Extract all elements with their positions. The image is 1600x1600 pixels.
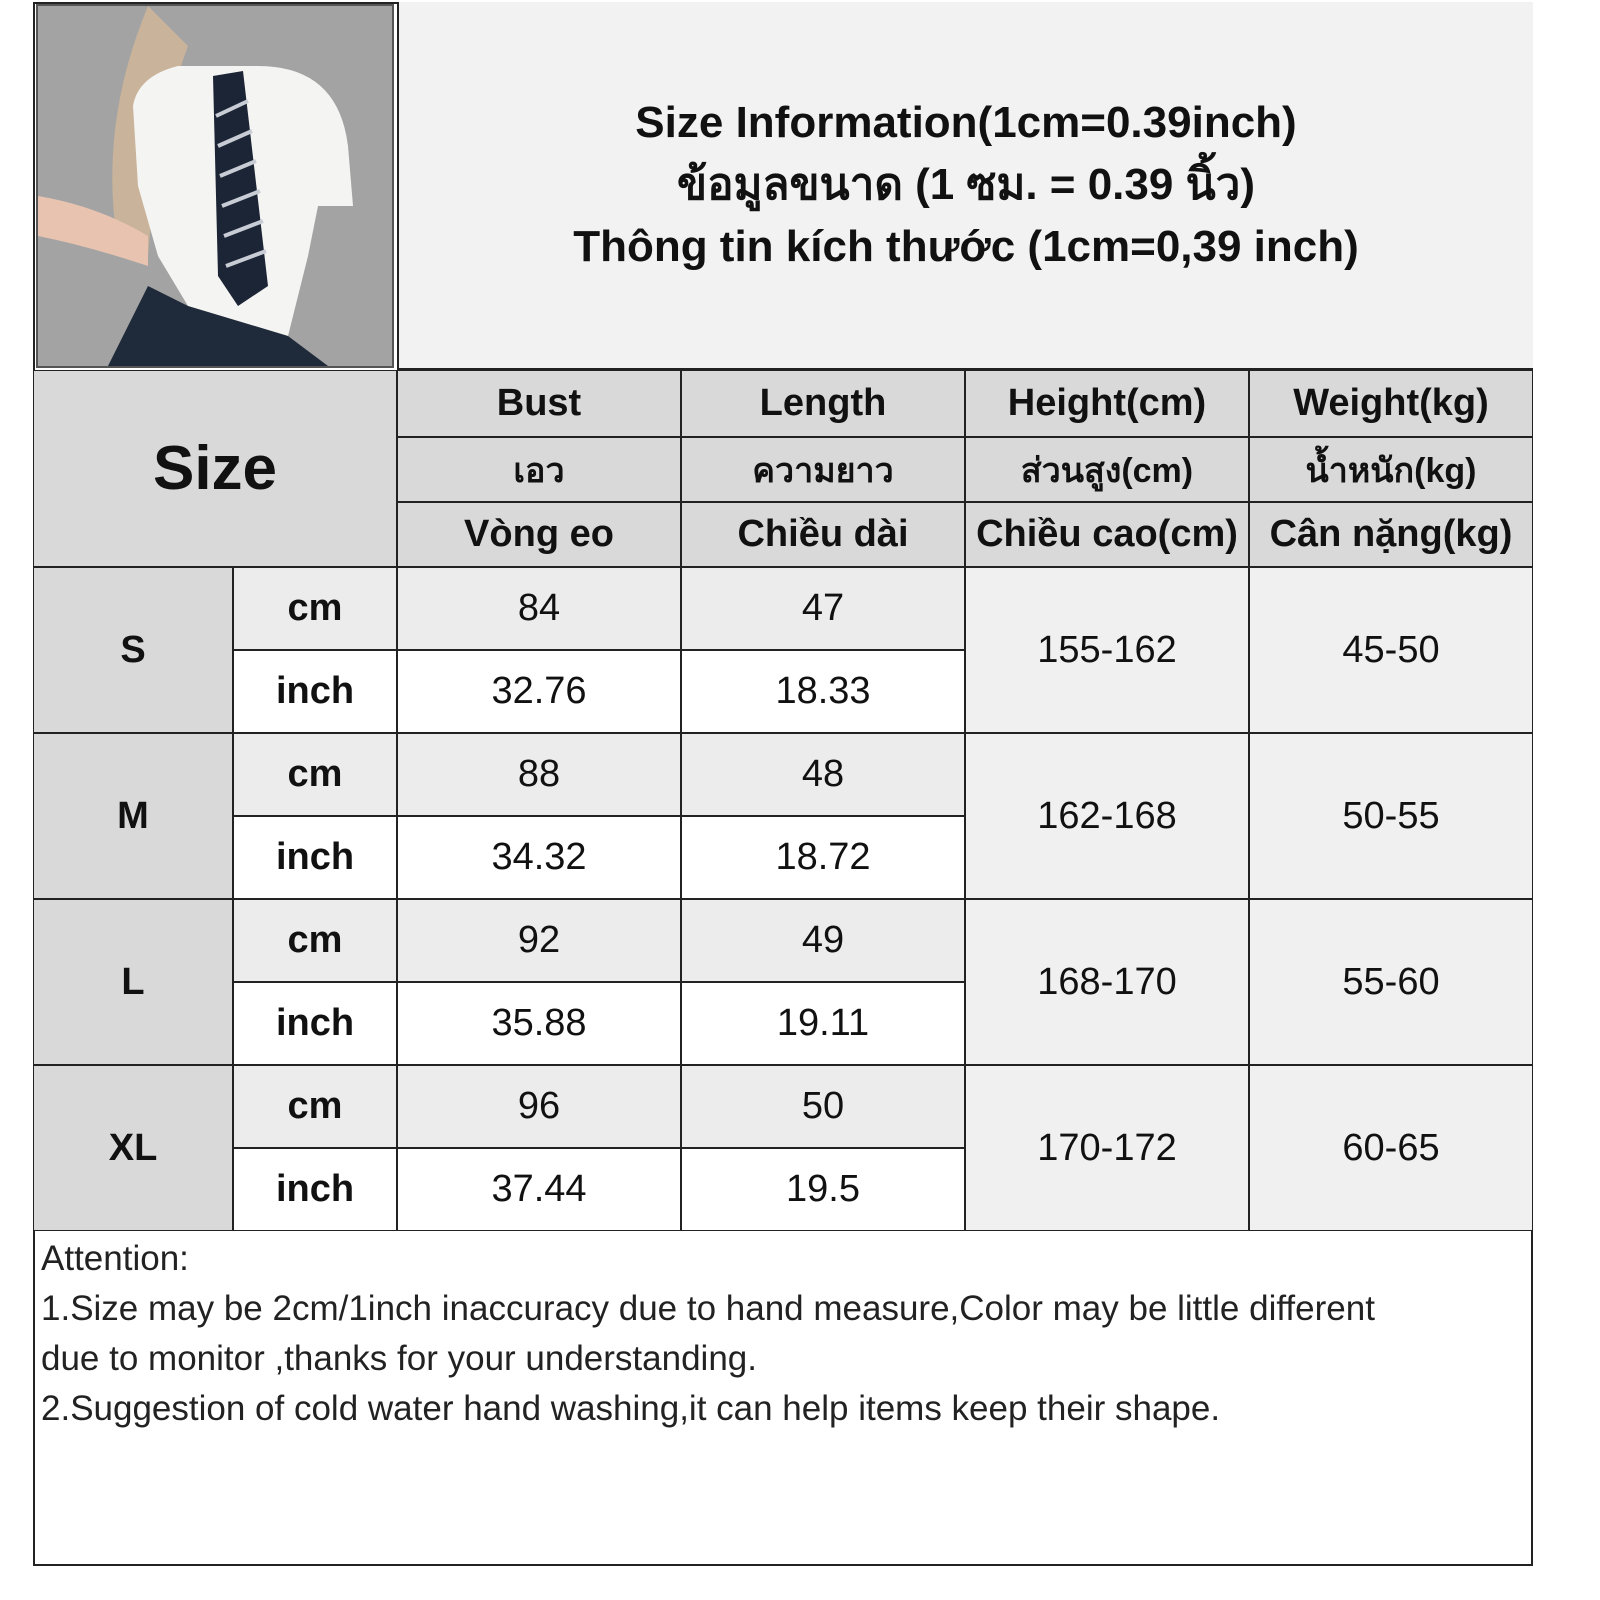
length-inch-value: 19.11 bbox=[681, 982, 965, 1065]
column-header-en: Height(cm) bbox=[965, 370, 1249, 437]
weight-range: 45-50 bbox=[1249, 567, 1533, 733]
size-label: XL bbox=[33, 1065, 233, 1231]
bust-inch-value: 34.32 bbox=[397, 816, 681, 899]
weight-range: 50-55 bbox=[1249, 733, 1533, 899]
length-cm-value: 48 bbox=[681, 733, 965, 816]
size-label: S bbox=[33, 567, 233, 733]
bust-cm-value: 88 bbox=[397, 733, 681, 816]
length-cm-value: 50 bbox=[681, 1065, 965, 1148]
size-label: M bbox=[33, 733, 233, 899]
bust-inch-value: 35.88 bbox=[397, 982, 681, 1065]
unit-inch: inch bbox=[233, 982, 397, 1065]
length-cm-value: 47 bbox=[681, 567, 965, 650]
column-header-en: Length bbox=[681, 370, 965, 437]
column-header-vi: Cân nặng(kg) bbox=[1249, 502, 1533, 567]
weight-range: 60-65 bbox=[1249, 1065, 1533, 1231]
bust-cm-value: 92 bbox=[397, 899, 681, 982]
product-photo bbox=[36, 4, 394, 368]
length-inch-value: 18.72 bbox=[681, 816, 965, 899]
unit-inch: inch bbox=[233, 1148, 397, 1231]
bust-inch-value: 32.76 bbox=[397, 650, 681, 733]
length-inch-value: 18.33 bbox=[681, 650, 965, 733]
bust-inch-value: 37.44 bbox=[397, 1148, 681, 1231]
unit-inch: inch bbox=[233, 816, 397, 899]
title-english: Size Information(1cm=0.39inch) bbox=[635, 98, 1297, 147]
height-range: 162-168 bbox=[965, 733, 1249, 899]
column-header-th: ความยาว bbox=[681, 437, 965, 502]
weight-range: 55-60 bbox=[1249, 899, 1533, 1065]
note-line: 1.Size may be 2cm/1inch inaccuracy due t… bbox=[41, 1289, 1375, 1328]
title-thai: ข้อมูลขนาด (1 ซม. = 0.39 นิ้ว) bbox=[676, 160, 1255, 209]
column-header-vi: Chiều dài bbox=[681, 502, 965, 567]
bust-cm-value: 96 bbox=[397, 1065, 681, 1148]
size-label: L bbox=[33, 899, 233, 1065]
column-header-th: ส่วนสูง(cm) bbox=[965, 437, 1249, 502]
column-header-vi: Chiều cao(cm) bbox=[965, 502, 1249, 567]
column-header-en: Weight(kg) bbox=[1249, 370, 1533, 437]
unit-cm: cm bbox=[233, 733, 397, 816]
unit-cm: cm bbox=[233, 1065, 397, 1148]
column-header-th: น้ำหนัก(kg) bbox=[1249, 437, 1533, 502]
length-cm-value: 49 bbox=[681, 899, 965, 982]
note-line: Attention: bbox=[41, 1239, 189, 1278]
note-line: due to monitor ,thanks for your understa… bbox=[41, 1339, 757, 1378]
unit-inch: inch bbox=[233, 650, 397, 733]
bust-cm-value: 84 bbox=[397, 567, 681, 650]
height-range: 168-170 bbox=[965, 899, 1249, 1065]
note-line: 2.Suggestion of cold water hand washing,… bbox=[41, 1389, 1221, 1428]
height-range: 155-162 bbox=[965, 567, 1249, 733]
size-information-header: Size Information(1cm=0.39inch) ข้อมูลขนา… bbox=[397, 2, 1533, 370]
tie bbox=[213, 71, 268, 306]
size-header: Size bbox=[33, 370, 397, 567]
column-header-vi: Vòng eo bbox=[397, 502, 681, 567]
height-range: 170-172 bbox=[965, 1065, 1249, 1231]
attention-notes: Attention: 1.Size may be 2cm/1inch inacc… bbox=[41, 1234, 1531, 1434]
length-inch-value: 19.5 bbox=[681, 1148, 965, 1231]
unit-cm: cm bbox=[233, 899, 397, 982]
column-header-th: เอว bbox=[397, 437, 681, 502]
title-vietnamese: Thông tin kích thước (1cm=0,39 inch) bbox=[573, 222, 1359, 271]
unit-cm: cm bbox=[233, 567, 397, 650]
column-header-en: Bust bbox=[397, 370, 681, 437]
